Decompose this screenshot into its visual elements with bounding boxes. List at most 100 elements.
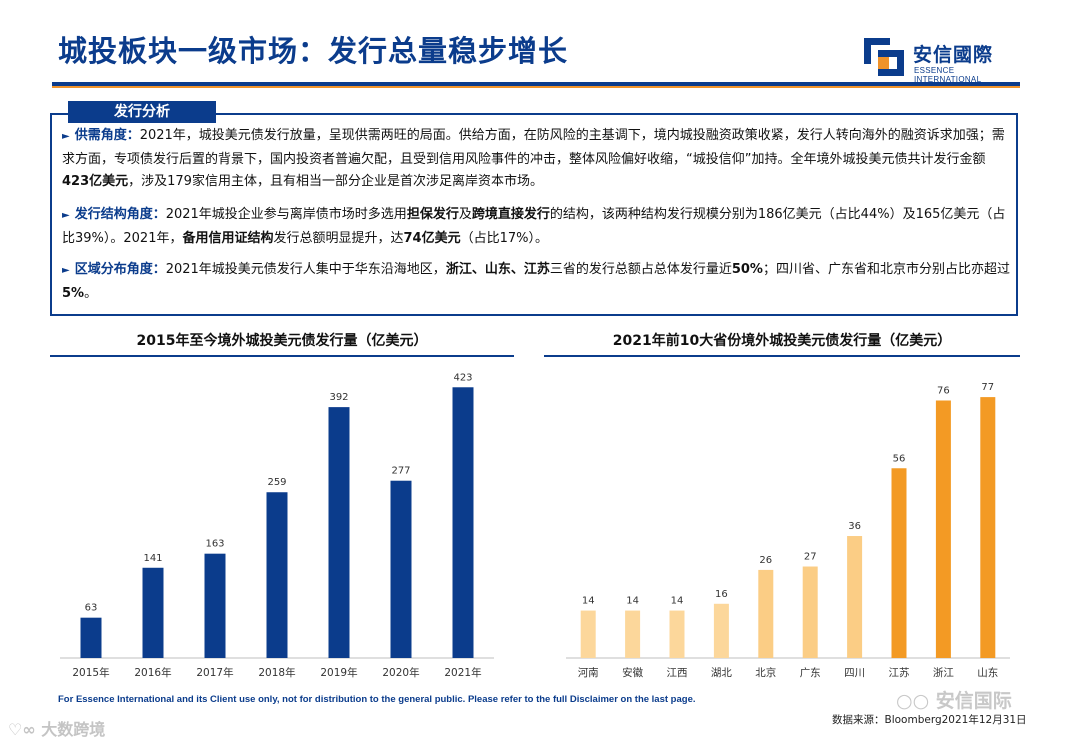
logo-mark-icon [864,38,904,76]
logo-text-en: ESSENCE INTERNATIONAL [914,66,982,84]
tick-label-8: 江苏 [889,666,910,679]
data-label-5: 26 [759,555,772,566]
data-label-3: 163 [205,539,224,550]
tick-label-3: 2017年 [196,666,233,679]
para-highlight: 浙江、山东、江苏 [445,262,550,277]
data-label-5: 392 [329,392,348,403]
data-label-10: 77 [981,382,994,393]
analysis-box [50,113,1018,316]
para-label: 区域分布角度： [74,262,166,277]
bar-2 [142,567,164,658]
para-highlight: 50% [731,262,763,277]
analysis-supply-demand: ► 供需角度：2021年，城投美元债发行放量，呈现供需两旺的局面。供给方面，在防风… [62,125,1010,194]
bar-1 [80,617,102,658]
bar-4 [713,603,729,658]
bar-5 [758,569,774,658]
para-label: 发行结构角度： [74,207,166,222]
data-label-7: 423 [453,372,472,383]
para-highlight: 74亿美元 [403,230,461,246]
data-label-1: 63 [85,603,98,614]
analysis-region: ► 区域分布角度：2021年城投美元债发行人集中于华东沿海地区，浙江、山东、江苏三… [62,259,1010,305]
chart2-title-rule [544,355,1020,357]
para-text: 2021年城投美元债发行人集中于华东沿海地区， [165,262,446,277]
data-label-8: 56 [893,453,906,464]
bullet-arrow-icon: ► [62,210,70,221]
chart1-title: 2015年至今境外城投美元债发行量（亿美元） [136,333,428,349]
data-label-6: 27 [804,552,817,563]
para-text: （占比17%）。 [460,230,549,246]
data-label-4: 259 [267,477,286,488]
data-label-4: 16 [715,589,728,600]
bar-1 [580,610,596,658]
watermark-logo-icon: ♡∞ [8,720,36,739]
bar-10 [980,397,996,658]
tick-label-5: 北京 [755,666,776,679]
tick-label-5: 2019年 [320,666,357,679]
bullet-arrow-icon: ► [62,265,70,276]
data-label-2: 141 [143,553,162,564]
bar-9 [935,400,951,658]
watermark-left-text: 大数跨境 [41,720,106,739]
chart-annual-issuance: 63 2015年 141 2016年 163 2017年 259 2018年 392 2019年 2… [60,372,494,679]
watermark-left: ♡∞ 大数跨境 [8,716,105,740]
data-label-2: 14 [626,596,639,607]
para-text: 。 [84,285,98,301]
bar-3 [669,610,685,658]
para-text: 及 [458,207,472,222]
para-text: ，涉及179家信用主体，且有相当一部分企业是首次涉足离岸资本市场。 [128,174,543,189]
para-highlight: 跨境直接发行 [471,207,550,222]
bar-6 [390,480,412,658]
bar-8 [891,468,907,658]
watermark-right-text: 安信国际 [935,690,1012,712]
para-highlight: 担保发行 [406,207,459,222]
data-label-1: 14 [582,596,595,607]
tick-label-4: 2018年 [258,666,295,679]
para-label: 供需角度： [74,128,140,143]
data-label-9: 76 [937,385,950,396]
para-text: 的结构，该两种结构发行规模分别为186亿美元（占比44%）及165亿美元（占比3… [62,207,1006,246]
para-highlight: 423亿美元 [62,174,129,189]
bar-6 [802,566,818,658]
bar-2 [625,610,641,658]
tick-label-10: 山东 [977,666,998,679]
para-highlight: 5% [62,285,85,301]
para-text: 三省的发行总额占总体发行量近 [549,262,732,277]
tick-label-7: 2021年 [444,666,481,679]
tick-label-1: 河南 [578,666,599,679]
tick-label-6: 2020年 [382,666,419,679]
tick-label-2: 安徽 [622,666,644,679]
data-source: 数据来源：Bloomberg2021年12月31日 [832,714,1027,726]
tick-label-1: 2015年 [72,666,109,679]
para-text: 2021年，城投美元债发行放量，呈现供需两旺的局面。供给方面，在防风险的主基调下… [62,128,1005,167]
logo-text-cn: 安信國際 [913,44,994,66]
bar-4 [266,492,288,658]
tick-label-2: 2016年 [134,666,171,679]
wechat-icon: ○○ [896,690,930,712]
bar-3 [204,553,226,658]
tick-label-7: 四川 [844,667,865,679]
analysis-structure: ► 发行结构角度：2021年城投企业参与离岸债市场时多选用担保发行及跨境直接发行的… [62,204,1010,250]
header-rule-accent [52,86,1020,88]
tick-label-9: 浙江 [933,667,954,679]
data-label-7: 36 [848,521,861,532]
bar-5 [328,407,350,658]
para-highlight: 备用信用证结构 [182,230,274,246]
chart1-title-rule [50,355,514,357]
bar-7 [452,387,474,658]
data-label-6: 277 [391,466,410,477]
bullet-arrow-icon: ► [62,131,70,142]
tick-label-4: 湖北 [711,667,732,679]
chart2-title: 2021年前10大省份境外城投美元债发行量（亿美元） [612,333,952,349]
para-text: 发行总额明显提升，达 [273,230,404,246]
data-label-3: 14 [671,596,684,607]
tick-label-6: 广东 [800,666,821,679]
company-logo: 安信國際 ESSENCE INTERNATIONAL [864,38,1024,84]
para-text: 2021年城投企业参与离岸债市场时多选用 [165,207,407,222]
analysis-tab: 发行分析 [68,101,216,123]
watermark-right: ○○ 安信国际 [896,686,1012,713]
chart-province-issuance: 14 河南 14 安徽 14 江西 16 湖北 26 北京 27 广东 36 四川 56 江苏 76 浙江 77 山东 [566,382,1010,679]
header-rule [52,82,1020,86]
bar-7 [847,536,863,658]
disclaimer: For Essence International and its Client… [58,694,696,705]
para-text: ；四川省、广东省和北京市分别占比亦超过 [762,262,1010,277]
